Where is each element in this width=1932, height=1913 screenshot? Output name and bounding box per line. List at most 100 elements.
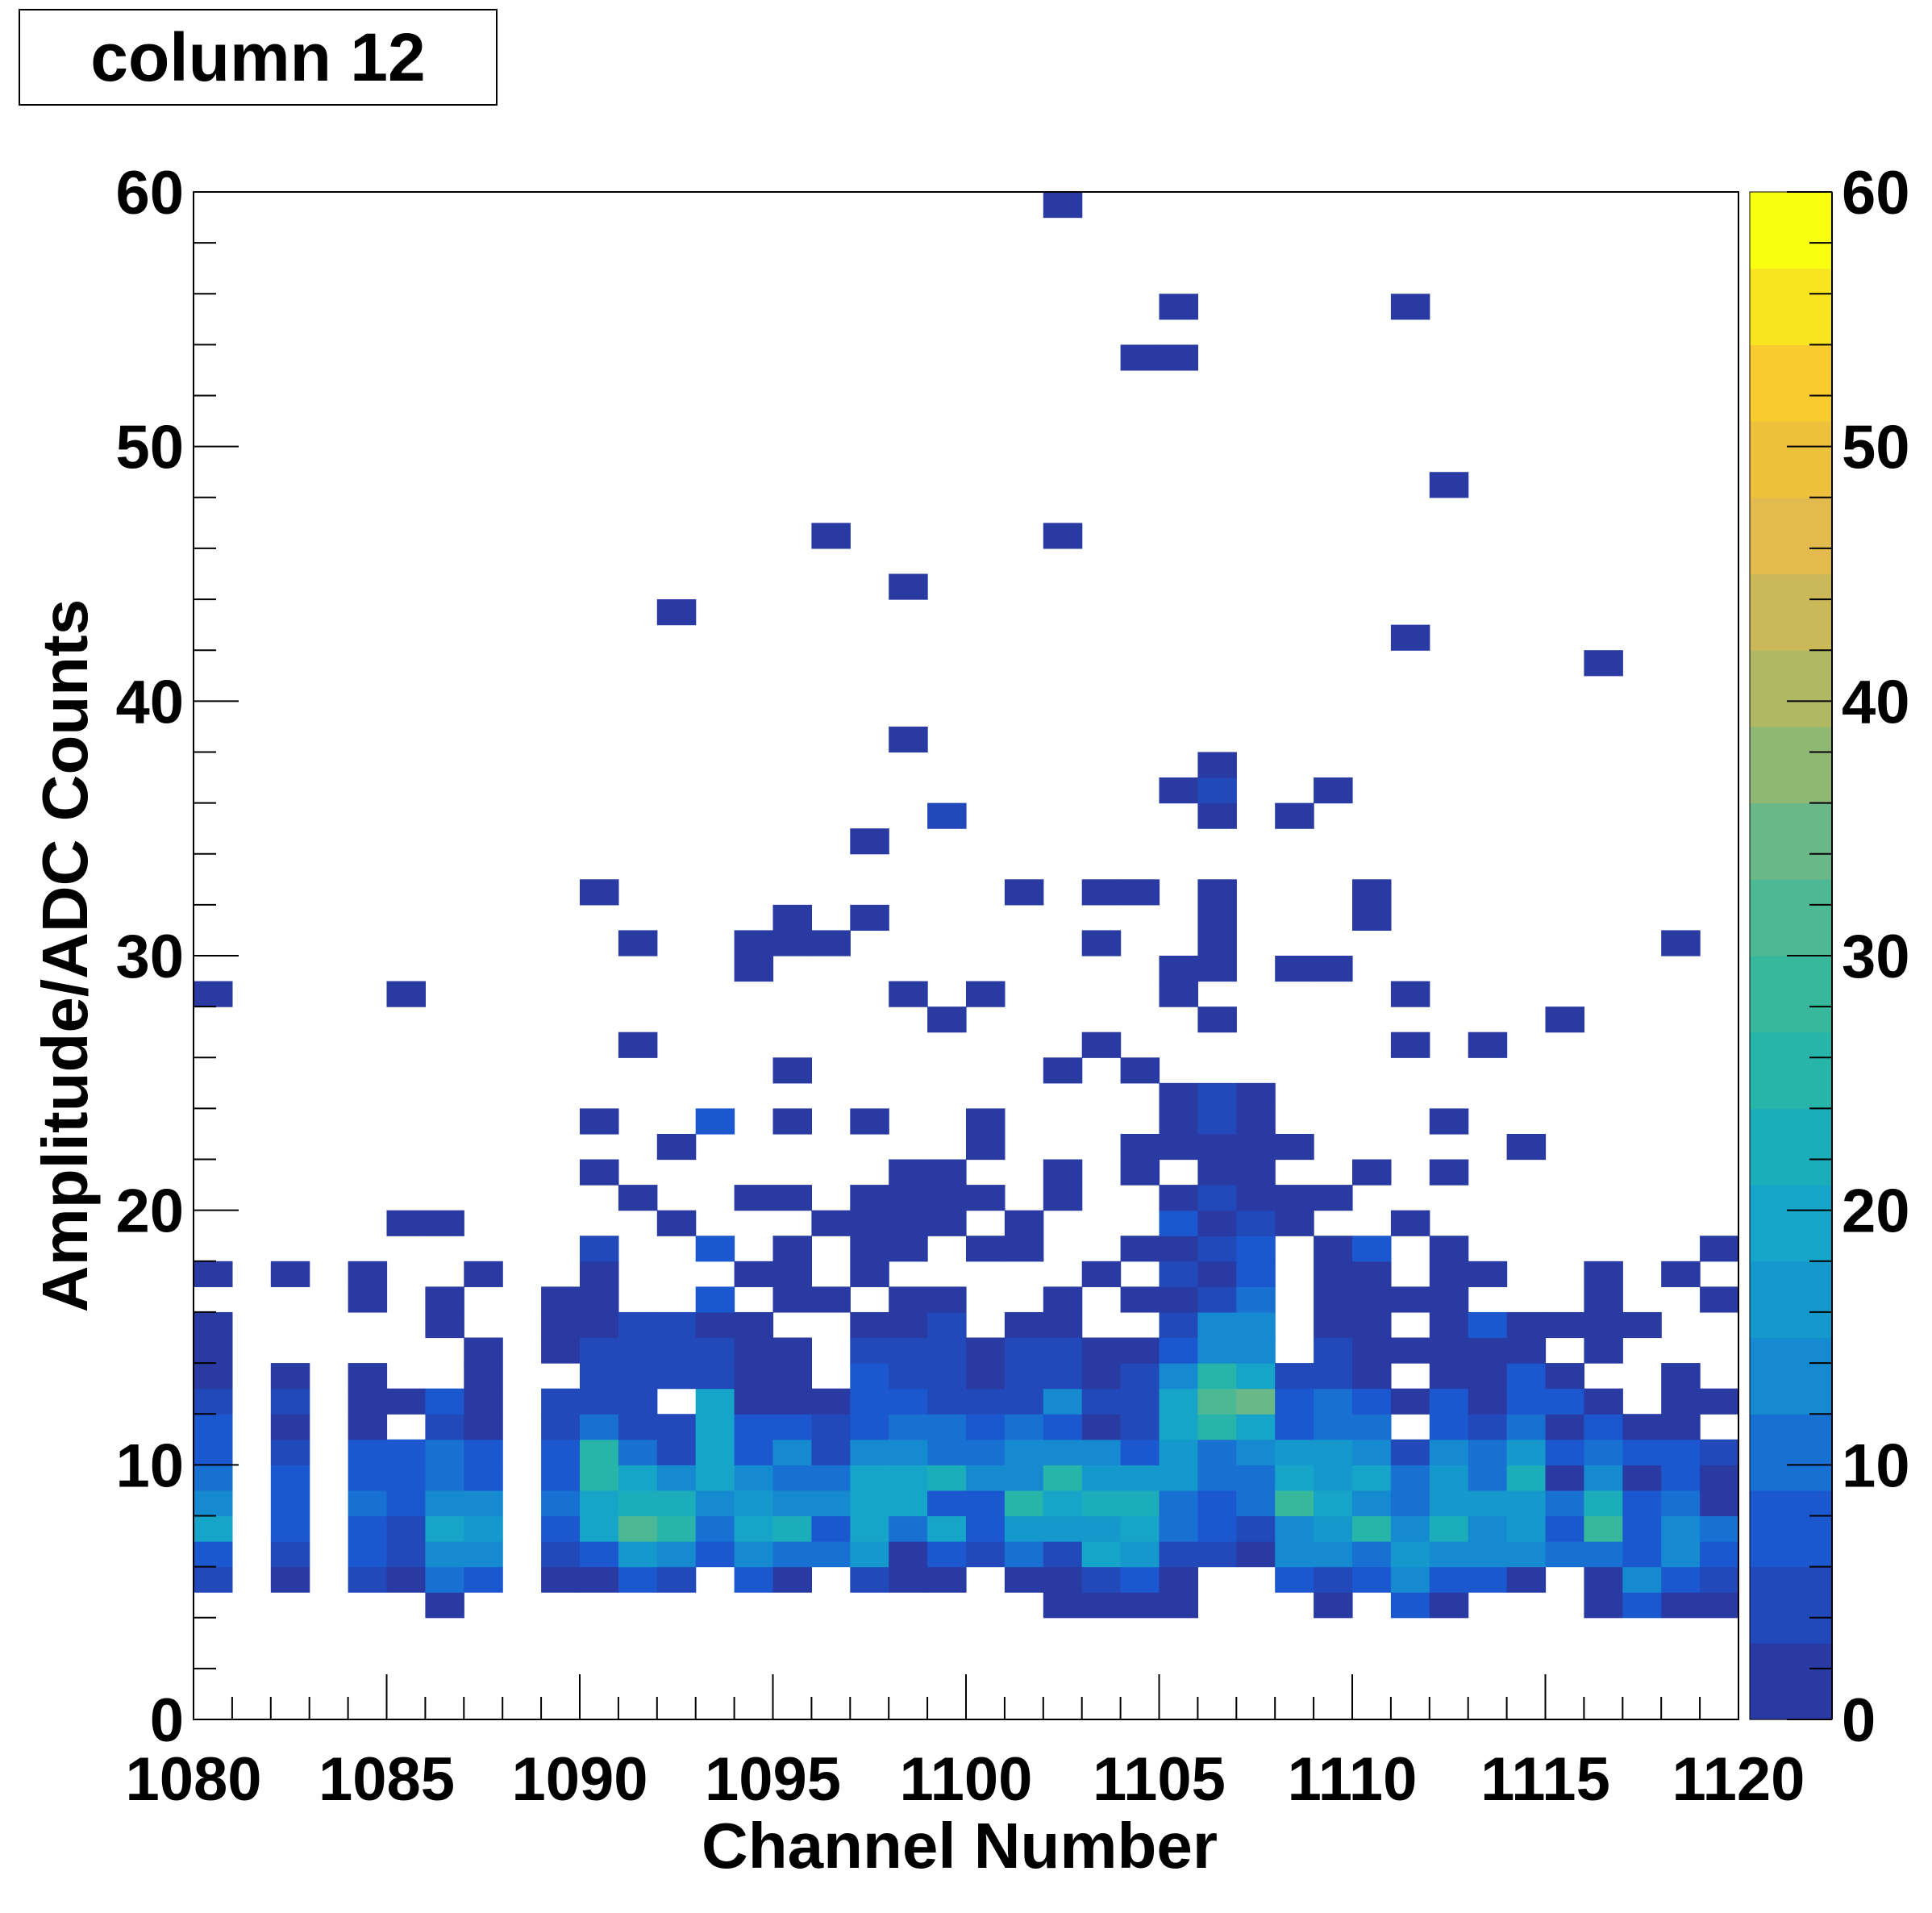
heatmap-cell (580, 1414, 619, 1440)
x-tick-label: 1100 (900, 1745, 1033, 1814)
heatmap-cell (695, 1515, 735, 1542)
heatmap-cell (580, 1261, 619, 1287)
heatmap-cell (1120, 1541, 1160, 1568)
palette-level (1750, 1337, 1832, 1415)
heatmap-cell (1275, 1133, 1314, 1161)
x-tick-label: 1085 (319, 1745, 455, 1814)
heatmap-cell (889, 1439, 928, 1465)
heatmap-cell (425, 1592, 464, 1619)
heatmap-cell (194, 1388, 233, 1415)
heatmap-cell (889, 1465, 928, 1491)
heatmap-cell (656, 1414, 697, 1440)
heatmap-cell (541, 1465, 581, 1491)
heatmap-cell (850, 1490, 889, 1517)
heatmap-cell (1159, 1210, 1198, 1236)
heatmap-cell (889, 573, 928, 600)
heatmap-cell (966, 1439, 1006, 1465)
heatmap-cell (1700, 1439, 1739, 1465)
heatmap-cell (1314, 1490, 1353, 1517)
heatmap-cell (1506, 1541, 1547, 1568)
palette-level (1750, 1643, 1832, 1720)
heatmap-cell (1545, 1363, 1584, 1390)
heatmap-cell (772, 1490, 812, 1517)
heatmap-cell (1314, 1185, 1353, 1211)
heatmap-cell (1159, 1185, 1198, 1211)
heatmap-cell (927, 1541, 967, 1568)
heatmap-cell (1700, 1515, 1739, 1542)
heatmap-cell (1506, 1465, 1547, 1491)
heatmap-cell (1081, 1566, 1122, 1593)
heatmap-cell (1275, 1490, 1314, 1517)
heatmap-cell (1197, 930, 1237, 956)
heatmap-cell (1159, 1363, 1198, 1390)
x-tick-label: 1080 (125, 1745, 261, 1814)
heatmap-cell (1236, 1388, 1276, 1415)
heatmap-cell (695, 1439, 735, 1465)
heatmap-cell (1468, 1337, 1508, 1364)
heatmap-cell (580, 1159, 619, 1186)
heatmap-cell (1468, 1541, 1508, 1568)
heatmap-cell (1352, 1388, 1392, 1415)
heatmap-cell (1352, 1541, 1392, 1568)
palette-level (1750, 344, 1832, 422)
heatmap-cell (618, 930, 658, 956)
heatmap-cell (966, 1414, 1006, 1440)
heatmap-cell (1081, 1032, 1122, 1058)
heatmap-cell (850, 828, 889, 855)
heatmap-cell (734, 1465, 774, 1491)
heatmap-cell (1390, 1515, 1430, 1542)
heatmap-cell (811, 1388, 851, 1415)
heatmap-cell (270, 1515, 310, 1542)
heatmap-cell (1352, 1311, 1392, 1339)
z-tick-label: 30 (1842, 923, 1910, 991)
heatmap-cell (1236, 1108, 1276, 1135)
heatmap-cell (656, 1566, 697, 1593)
heatmap-cell (1429, 1261, 1469, 1287)
heatmap-cell (811, 930, 851, 956)
heatmap-cell (464, 1515, 503, 1542)
heatmap-cell (1429, 1566, 1469, 1593)
heatmap-cell (580, 1286, 619, 1313)
heatmap-cell (850, 1566, 889, 1593)
heatmap-cell (1545, 1007, 1584, 1033)
heatmap-cell (695, 1363, 735, 1390)
heatmap-cell (850, 1439, 889, 1465)
heatmap-cell (1081, 930, 1122, 956)
heatmap-cell (618, 1185, 658, 1211)
heatmap-cell (966, 1490, 1006, 1517)
heatmap-cell (1197, 802, 1237, 829)
heatmap-cell (1700, 1465, 1739, 1491)
heatmap-cell (850, 1515, 889, 1542)
heatmap-cell (1004, 1439, 1044, 1465)
heatmap-cell (1429, 1337, 1469, 1364)
z-tick-label: 10 (1842, 1432, 1910, 1500)
heatmap-cell (656, 1363, 697, 1390)
heatmap-cell (1159, 1465, 1198, 1491)
heatmap-cell (425, 1311, 464, 1339)
heatmap-cell (966, 1515, 1006, 1542)
heatmap-cell (1043, 1465, 1083, 1491)
heatmap-cell (734, 930, 774, 956)
heatmap-cell (1390, 294, 1430, 320)
heatmap-cell (541, 1439, 581, 1465)
palette-level (1750, 497, 1832, 575)
heatmap-cell (1622, 1515, 1662, 1542)
heatmap-cell (1352, 1515, 1392, 1542)
heatmap-cell (618, 1515, 658, 1542)
heatmap-cell (1390, 1388, 1430, 1415)
heatmap-cell (1622, 1566, 1662, 1593)
heatmap-cell (850, 1311, 889, 1339)
heatmap-cell (580, 1515, 619, 1542)
heatmap-cell (966, 981, 1006, 1007)
palette-level (1750, 956, 1832, 1033)
heatmap-cell (850, 1261, 889, 1287)
heatmap-cell (1622, 1465, 1662, 1491)
heatmap-cell (1197, 1286, 1237, 1313)
heatmap-cell (580, 1439, 619, 1465)
heatmap-cell (1197, 1311, 1237, 1339)
heatmap-cell (1197, 879, 1237, 906)
heatmap-cell (1004, 1490, 1044, 1517)
heatmap-cell (1506, 1311, 1547, 1339)
y-tick-label: 60 (115, 159, 184, 227)
heatmap-cell (580, 1337, 619, 1364)
